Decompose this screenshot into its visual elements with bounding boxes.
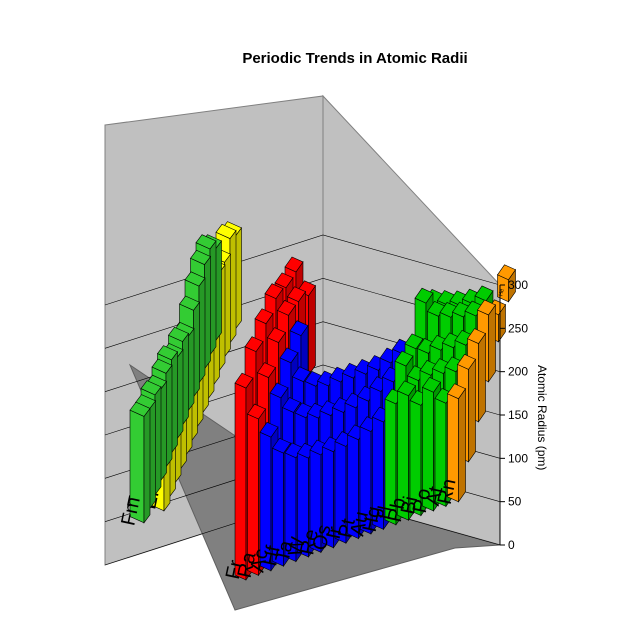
bar-side: [478, 332, 486, 423]
bar-top: [287, 286, 306, 303]
bar-top: [247, 403, 266, 420]
element-symbol: Hg: [359, 504, 386, 534]
bar-top: [157, 345, 178, 361]
bar-front: [234, 382, 247, 581]
bar-side: [165, 364, 173, 468]
tick-label: 250: [508, 321, 528, 335]
tick-label: 0: [508, 538, 515, 552]
bar-top: [215, 223, 237, 239]
element-symbol: He: [498, 288, 506, 297]
bar-side: [229, 229, 237, 344]
tick-label: 150: [508, 408, 528, 422]
bar-side: [160, 380, 167, 482]
bar-top: [397, 380, 416, 397]
element-symbol: Ir: [323, 524, 347, 541]
element-symbol: Ra: [234, 550, 261, 580]
tick-label: 200: [508, 365, 528, 379]
element-symbol: Re: [296, 527, 323, 557]
bar-top: [244, 336, 264, 352]
element-symbol: Bi: [397, 494, 422, 516]
bar-top: [497, 264, 516, 281]
bar-side: [187, 327, 195, 412]
bar-side: [198, 277, 206, 384]
bar-top: [259, 421, 279, 438]
y-axis-ticks: 0 50 100 150 200 250 300: [500, 278, 528, 552]
bar-top: [414, 287, 434, 304]
element-symbol: Ac: [246, 547, 272, 574]
bar-top: [467, 328, 486, 344]
bar-top: [254, 308, 274, 325]
y-axis-label: Atomic Radius (pm): [535, 365, 549, 470]
bar-side: [204, 255, 211, 370]
bar-top: [422, 376, 441, 393]
bar-top: [269, 382, 289, 399]
bar-top: [184, 271, 206, 287]
bar-top: [274, 272, 294, 289]
bar-side: [154, 385, 162, 496]
bar-top: [292, 366, 311, 383]
tick-label: 50: [508, 495, 522, 509]
bar-top: [404, 333, 424, 350]
bar-top: [195, 234, 217, 250]
bar-top: [277, 300, 296, 316]
bar-top: [264, 283, 284, 300]
tick-label: 100: [508, 451, 528, 465]
f-bar-Fm: Fm: [117, 401, 151, 528]
element-symbol: Po: [409, 486, 436, 515]
bar-side: [143, 407, 151, 524]
element-symbol: Rn: [434, 477, 461, 507]
bar-top: [190, 249, 211, 265]
bar-side: [182, 332, 189, 426]
element-symbol: Pb: [384, 496, 411, 525]
bar-side: [193, 301, 200, 398]
element-symbol: W: [284, 535, 309, 558]
bar-top: [279, 347, 299, 364]
bar-top: [272, 437, 291, 454]
bar-Rn: Rn: [434, 383, 466, 507]
bar-top: [447, 383, 466, 400]
bar-top: [168, 326, 189, 342]
gridline: [104, 234, 501, 306]
bar-top: [179, 295, 200, 311]
bar-side: [171, 350, 178, 454]
bar-top: [457, 354, 476, 370]
bar-side: [209, 240, 217, 356]
bar-top: [289, 320, 309, 336]
bar-side: [235, 226, 242, 330]
bar-top: [151, 358, 173, 374]
element-symbol: Tl: [372, 504, 397, 525]
element-symbol: At: [422, 484, 448, 507]
element-symbol: Os: [309, 523, 336, 553]
bar-side: [468, 358, 476, 463]
bar-top: [234, 372, 254, 389]
bar-side: [149, 399, 156, 510]
bar-top: [474, 285, 494, 302]
bar-top: [140, 380, 162, 396]
bar-top: [477, 299, 496, 316]
bar-side: [215, 240, 222, 342]
chart-title: Periodic Trends in Atomic Radii: [242, 50, 468, 67]
bar-side: [176, 348, 184, 440]
bar-side: [488, 303, 496, 383]
bar-top: [257, 362, 276, 378]
bar-side: [308, 284, 316, 377]
bar-top: [284, 256, 304, 273]
element-symbol: Au: [346, 509, 373, 538]
bars: HLiBeHeNaMgBCNOFNeKCaScAlSiPSClArRbSrYTi…: [117, 221, 516, 581]
bar-top: [129, 401, 151, 417]
tick-label: 300: [508, 278, 528, 292]
element-symbol: Fr: [222, 558, 248, 581]
bar-side: [224, 253, 231, 358]
bar-top: [282, 397, 301, 413]
element-symbol: Pt: [334, 516, 360, 539]
bar-top: [394, 350, 414, 367]
bar-top: [267, 327, 286, 343]
